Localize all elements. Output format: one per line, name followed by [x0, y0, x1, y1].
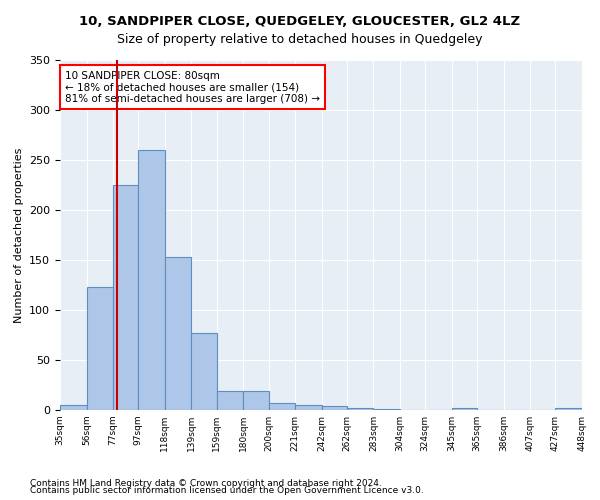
Bar	[556, 408, 582, 410]
Bar	[452, 408, 477, 410]
Bar	[243, 391, 269, 410]
Text: Contains public sector information licensed under the Open Government Licence v3: Contains public sector information licen…	[30, 486, 424, 495]
Bar	[322, 406, 347, 410]
Bar	[269, 403, 295, 410]
Bar	[139, 150, 165, 410]
Y-axis label: Number of detached properties: Number of detached properties	[14, 148, 23, 322]
Bar	[60, 405, 86, 410]
Bar	[86, 287, 113, 410]
Bar	[191, 333, 217, 410]
Bar	[347, 408, 373, 410]
Text: 10, SANDPIPER CLOSE, QUEDGELEY, GLOUCESTER, GL2 4LZ: 10, SANDPIPER CLOSE, QUEDGELEY, GLOUCEST…	[79, 15, 521, 28]
Text: 10 SANDPIPER CLOSE: 80sqm
← 18% of detached houses are smaller (154)
81% of semi: 10 SANDPIPER CLOSE: 80sqm ← 18% of detac…	[65, 70, 320, 104]
Bar	[295, 405, 322, 410]
Bar	[217, 391, 243, 410]
Bar	[165, 257, 191, 410]
Bar	[113, 185, 139, 410]
Text: Contains HM Land Registry data © Crown copyright and database right 2024.: Contains HM Land Registry data © Crown c…	[30, 478, 382, 488]
Bar	[373, 409, 400, 410]
Text: Size of property relative to detached houses in Quedgeley: Size of property relative to detached ho…	[117, 32, 483, 46]
